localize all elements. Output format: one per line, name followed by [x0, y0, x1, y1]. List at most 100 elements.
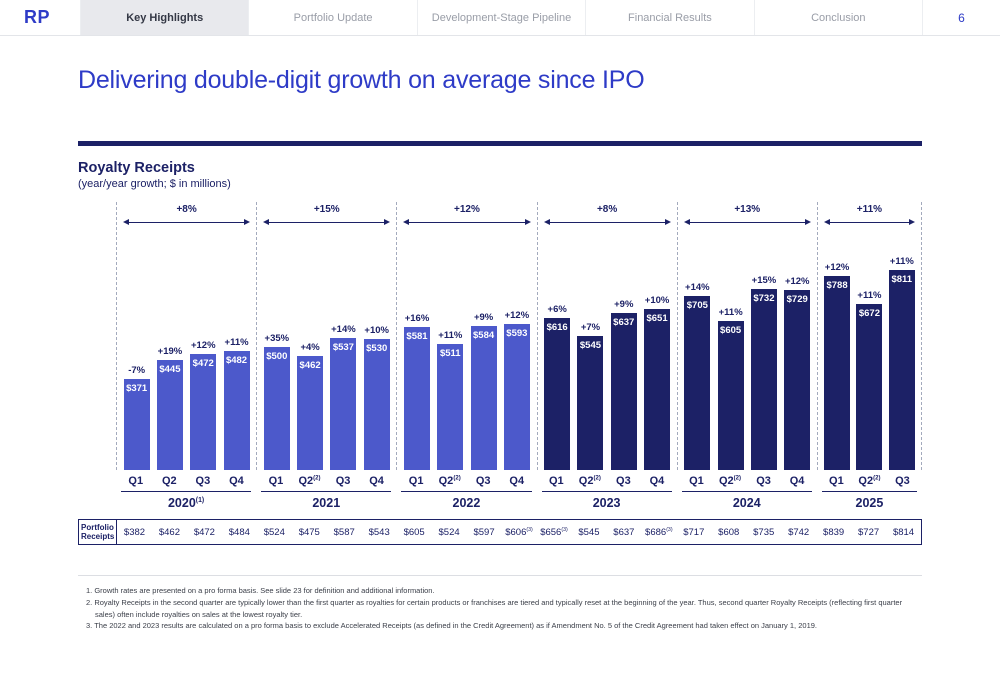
quarter-label-q2-2021: Q2(2) — [298, 474, 321, 487]
year-growth-label-2024: +13% — [734, 204, 761, 215]
table-group-2023: $656(3) $545 $637 $686(3) — [536, 520, 676, 544]
bar-growth-label: +14% — [685, 282, 710, 293]
bar-growth-label: +35% — [264, 333, 290, 344]
table-values: $382 $462 $472 $484 $524 $475 $587 $543 $605 $524… — [117, 520, 921, 544]
quarter-row-2021: Q1 Q2(2) Q3 Q4 — [256, 470, 396, 491]
bar-value-label: $537 — [332, 342, 354, 353]
bar-cell-q1-2024: +14% $705 — [681, 282, 714, 470]
year-growth-label-2021: +15% — [313, 204, 340, 215]
bar-q1-2024: $705 — [684, 296, 711, 470]
quarter-label-q2-2023: Q2(2) — [578, 474, 601, 487]
tab-development-stage-pipeline[interactable]: Development-Stage Pipeline — [416, 0, 585, 35]
title-divider — [78, 141, 922, 146]
tab-key-highlights[interactable]: Key Highlights — [80, 0, 249, 35]
portfolio-receipts-value-q3-2024: $735 — [753, 527, 775, 538]
arrow-line — [829, 221, 909, 223]
year-growth-label-2020: +8% — [176, 204, 197, 215]
bar-q3-2022: $584 — [470, 326, 497, 470]
bar-q1-2022: $581 — [403, 327, 430, 470]
bar-growth-label: +11% — [718, 307, 743, 318]
bar-growth-label: +12% — [784, 276, 810, 287]
year-underline-2025 — [821, 491, 917, 492]
portfolio-receipts-table: Portfolio Receipts $382 $462 $472 $484 $524 $… — [78, 519, 922, 546]
quarter-label-q4-2023: Q4 — [649, 474, 665, 487]
arrow-left-head-icon — [543, 219, 550, 225]
quarter-label-q1-2025: Q1 — [829, 474, 844, 487]
bar-q1-2021: $500 — [263, 347, 290, 470]
year-plot-area-2021: +15% +35% $500 +4% $462 +14% $537 +10% $530 — [256, 202, 396, 470]
bar-cell-q1-2020: -7% $371 — [120, 365, 153, 470]
year-underline-2023 — [541, 491, 672, 492]
tab-portfolio-update[interactable]: Portfolio Update — [248, 0, 416, 35]
chart-groups: +8% -7% $371 +19% $445 +12% $472 +11% $482 Q1 Q2 Q3… — [116, 202, 922, 510]
arrow-left-head-icon — [683, 219, 690, 225]
slide: RP Key Highlights Portfolio Update Devel… — [0, 0, 1000, 630]
year-label-2020: 2020(1) — [167, 496, 205, 510]
bar-cell-q3-2025: +11% $811 — [886, 256, 918, 470]
bar-q2-2025: $672 — [856, 304, 883, 470]
bar-q3-2025: $811 — [888, 270, 915, 470]
bar-growth-label: +19% — [157, 346, 183, 357]
bar-growth-label: +11% — [889, 256, 914, 267]
bar-q3-2023: $637 — [610, 313, 637, 470]
bar-value-label: $705 — [686, 300, 708, 311]
bar-value-label: $445 — [159, 364, 181, 375]
quarter-row-2023: Q1 Q2(2) Q3 Q4 — [537, 470, 677, 491]
bar-value-label: $472 — [192, 358, 214, 369]
superscript-note: (3) — [526, 527, 533, 533]
portfolio-receipts-value-q2-2023: $545 — [578, 527, 600, 538]
portfolio-receipts-value-q1-2020: $382 — [123, 527, 146, 538]
arrow-right-head-icon — [908, 219, 915, 225]
bar-value-label: $672 — [858, 308, 880, 319]
bars-row-2025: +12% $788 +11% $672 +11% $811 — [818, 226, 921, 470]
superscript-note: (1) — [195, 496, 205, 504]
chart-title: Royalty Receipts — [78, 160, 195, 176]
portfolio-receipts-value-q4-2024: $742 — [788, 527, 810, 538]
bar-cell-q3-2023: +9% $637 — [607, 299, 640, 470]
bar-q3-2020: $472 — [190, 354, 217, 470]
table-group-2024: $717 $608 $735 $742 — [676, 520, 816, 544]
bar-growth-label: +12% — [504, 310, 530, 321]
year-plot-area-2022: +12% +16% $581 +11% $511 +9% $584 +12% $593 — [396, 202, 536, 470]
bar-value-label: $482 — [225, 355, 248, 366]
bar-cell-q4-2023: +10% $651 — [640, 295, 673, 470]
quarter-label-q2-2024: Q2(2) — [718, 474, 742, 487]
bars-row-2023: +6% $616 +7% $545 +9% $637 +10% $651 — [538, 226, 677, 470]
bar-growth-label: -7% — [128, 365, 146, 376]
bar-q1-2025: $788 — [824, 276, 851, 470]
quarter-label-q4-2020: Q4 — [229, 474, 244, 487]
arrow-right-head-icon — [244, 219, 251, 225]
arrow-right-head-icon — [524, 219, 531, 225]
royalty-receipts-chart: +8% -7% $371 +19% $445 +12% $472 +11% $482 Q1 Q2 Q3… — [78, 202, 922, 510]
year-label-2025: 2025 — [855, 496, 884, 510]
quarter-label-q1-2021: Q1 — [268, 474, 284, 487]
bar-q4-2023: $651 — [644, 309, 671, 470]
tab-conclusion[interactable]: Conclusion — [753, 0, 922, 35]
superscript-note: (2) — [453, 474, 461, 481]
year-growth-arrow — [538, 218, 677, 226]
portfolio-receipts-value-q1-2023: $656(3) — [540, 527, 568, 539]
year-plot-area-2024: +13% +14% $705 +11% $605 +15% $732 +12% $729 — [676, 202, 817, 470]
portfolio-receipts-value-q3-2020: $472 — [193, 527, 215, 538]
year-plot-area-2020: +8% -7% $371 +19% $445 +12% $472 +11% $482 — [116, 202, 256, 470]
quarter-row-2024: Q1 Q2(2) Q3 Q4 — [677, 470, 817, 491]
portfolio-receipts-value-q2-2024: $608 — [718, 527, 740, 538]
year-growth-arrow — [397, 218, 536, 226]
arrow-left-head-icon — [263, 219, 270, 225]
bar-cell-q1-2023: +6% $616 — [541, 304, 574, 470]
portfolio-receipts-value-q2-2021: $475 — [298, 527, 320, 538]
quarter-label-q1-2023: Q1 — [548, 474, 564, 487]
year-group-2021: +15% +35% $500 +4% $462 +14% $537 +10% $530 Q1 Q2(… — [256, 202, 396, 510]
bar-cell-q4-2024: +12% $729 — [781, 276, 814, 470]
bar-cell-q4-2022: +12% $593 — [500, 310, 533, 470]
bar-q2-2022: $511 — [437, 344, 464, 470]
arrow-left-head-icon — [823, 219, 830, 225]
bar-value-label: $593 — [506, 328, 528, 339]
portfolio-receipts-value-q3-2025: $814 — [892, 527, 915, 538]
bar-q2-2021: $462 — [297, 356, 324, 470]
tab-financial-results[interactable]: Financial Results — [585, 0, 753, 35]
quarter-label-q2-2020: Q2 — [161, 474, 177, 487]
bar-value-label: $511 — [439, 348, 461, 359]
year-group-2025: +11% +12% $788 +11% $672 +11% $811 Q1 Q2(2) Q3 202… — [816, 202, 922, 510]
bar-q1-2020: $371 — [123, 379, 150, 470]
